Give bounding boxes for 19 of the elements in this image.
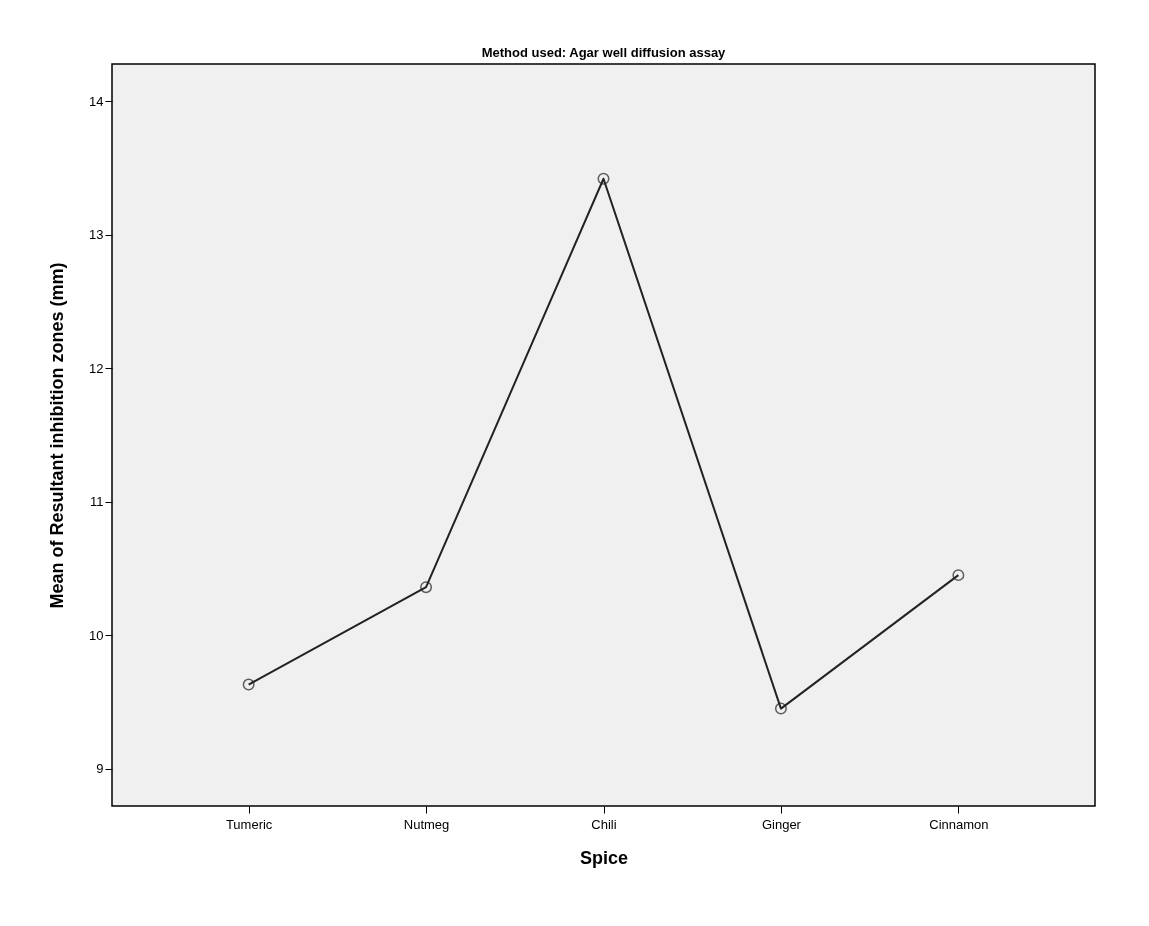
y-tick-label: 14 [89, 93, 104, 109]
point [774, 702, 787, 715]
chart-title: Method used: Agar well diffusion assay [481, 45, 727, 60]
x-tick-label: Chili [591, 816, 617, 832]
point [420, 581, 433, 594]
x-tick-label: Cinnamon [929, 816, 989, 832]
y-tick-label: 9 [96, 761, 104, 777]
y-axis-title: Mean of Resultant inhibition zones (mm) [47, 262, 68, 609]
x-axis-title: Spice [579, 847, 629, 868]
y-tick-label: 10 [89, 627, 104, 643]
point [597, 172, 610, 185]
x-tick-label: Nutmeg [403, 816, 450, 832]
point [242, 678, 255, 691]
y-tick-label: 11 [90, 494, 104, 510]
y-tick-label: 13 [89, 227, 104, 243]
x-tick-label: Ginger [761, 816, 802, 832]
y-tick-label: 12 [89, 360, 104, 376]
point [952, 569, 965, 582]
x-tick-label: Tumeric [225, 816, 273, 832]
